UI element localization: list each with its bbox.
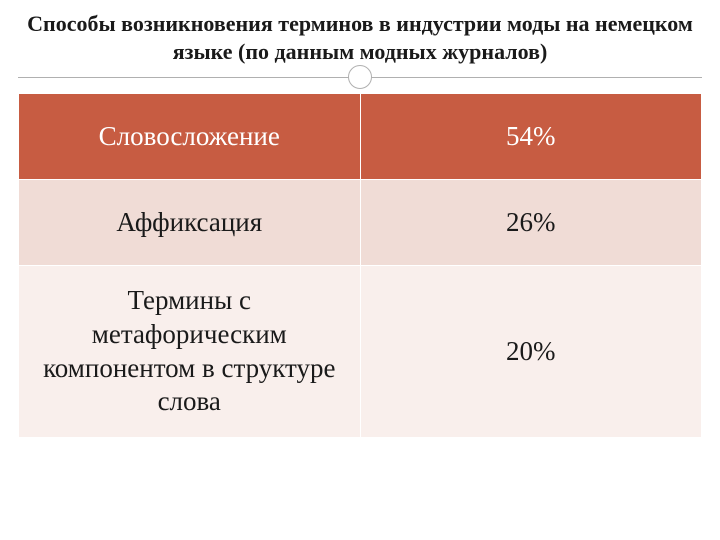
cell-value: 26% xyxy=(360,180,702,266)
divider-circle-icon xyxy=(348,65,372,89)
table-row: Словосложение 54% xyxy=(19,94,702,180)
slide: Способы возникновения терминов в индустр… xyxy=(0,0,720,540)
cell-label: Термины с метафорическим компонентом в с… xyxy=(19,266,361,438)
terms-table: Словосложение 54% Аффиксация 26% Термины… xyxy=(18,93,702,438)
table-row: Аффиксация 26% xyxy=(19,180,702,266)
cell-label: Аффиксация xyxy=(19,180,361,266)
cell-value: 54% xyxy=(360,94,702,180)
cell-value: 20% xyxy=(360,266,702,438)
cell-label: Словосложение xyxy=(19,94,361,180)
divider xyxy=(18,65,702,89)
page-title: Способы возникновения терминов в индустр… xyxy=(18,10,702,65)
table-row: Термины с метафорическим компонентом в с… xyxy=(19,266,702,438)
